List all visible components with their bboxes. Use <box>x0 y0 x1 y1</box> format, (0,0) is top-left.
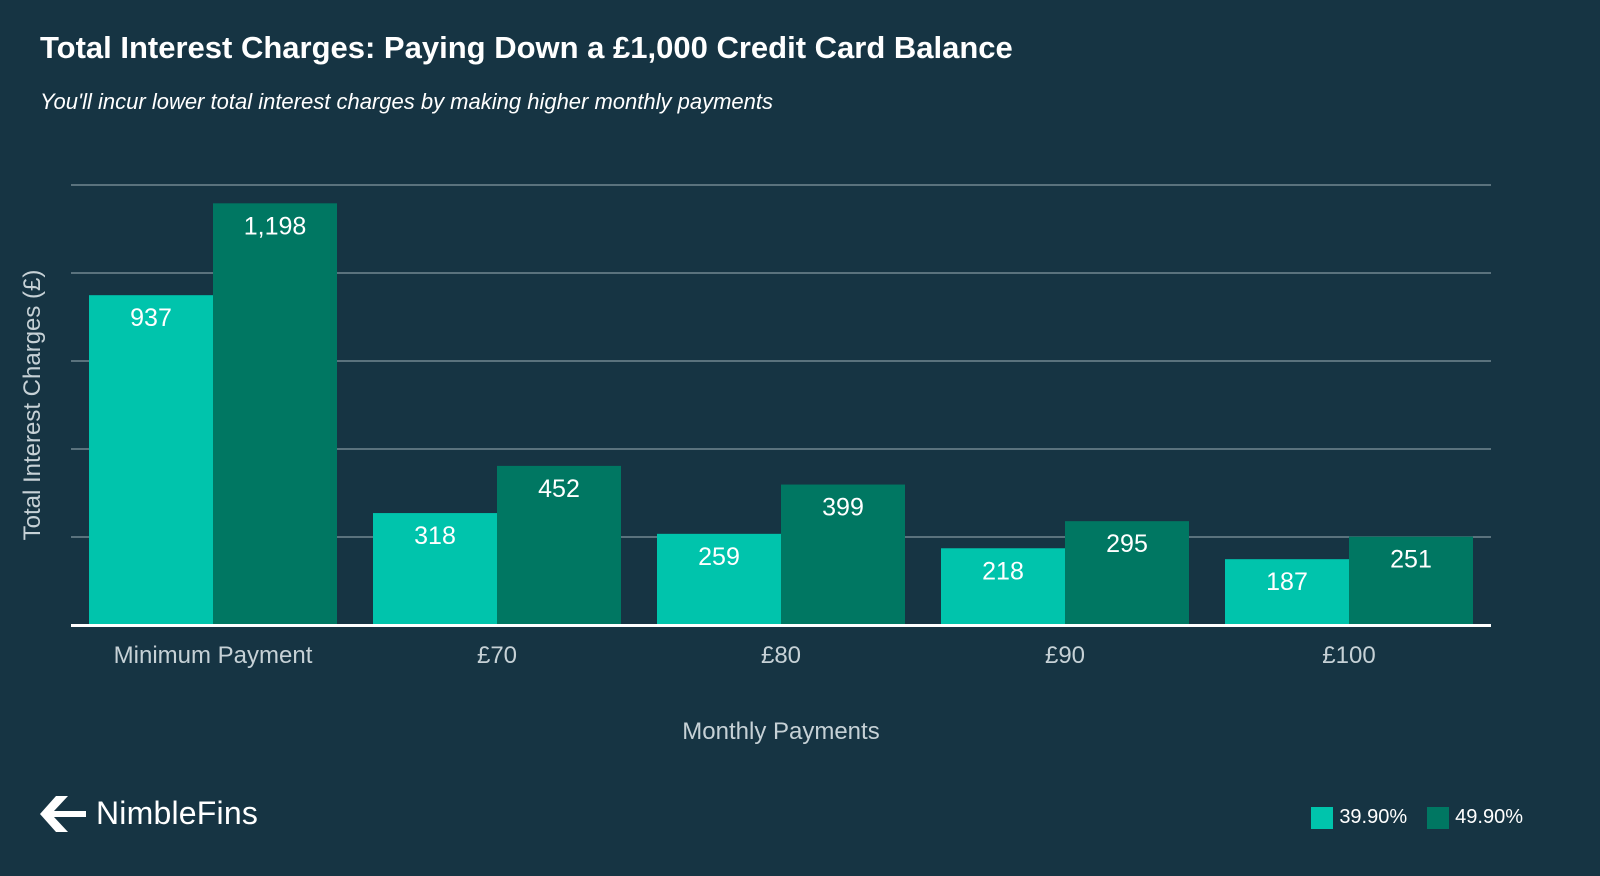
bar <box>1065 521 1189 625</box>
data-label: 937 <box>130 304 172 332</box>
chart-subtitle: You'll incur lower total interest charge… <box>40 89 774 114</box>
legend: 39.90% 49.90% <box>1311 806 1523 829</box>
data-label: 295 <box>1106 530 1148 558</box>
bar <box>89 295 213 625</box>
bar <box>213 203 337 625</box>
y-axis-title: Total Interest Charges (£) <box>19 270 46 541</box>
data-label: 218 <box>982 557 1024 585</box>
legend-item-39-90: 39.90% <box>1311 806 1407 829</box>
legend-swatch-49-90 <box>1427 806 1450 829</box>
x-tick-label: £70 <box>477 642 517 669</box>
bar <box>1349 536 1473 625</box>
brand: NimbleFins <box>40 795 258 832</box>
data-label: 452 <box>538 475 580 503</box>
bar <box>1225 559 1349 625</box>
chart-title: Total Interest Charges: Paying Down a £1… <box>40 30 1013 65</box>
x-tick-label: £90 <box>1045 642 1085 669</box>
bar <box>781 484 905 625</box>
legend-label-49-90: 49.90% <box>1455 806 1523 828</box>
data-label: 251 <box>1390 546 1432 574</box>
legend-label-39-90: 39.90% <box>1339 806 1408 828</box>
arrow-left-icon <box>40 795 86 832</box>
data-label: 187 <box>1266 568 1308 596</box>
bar <box>373 513 497 625</box>
data-label: 399 <box>822 494 864 522</box>
bar <box>657 533 781 625</box>
brand-name: NimbleFins <box>96 795 259 831</box>
data-label: 259 <box>698 543 740 571</box>
x-axis-title: Monthly Payments <box>682 718 879 745</box>
x-tick-label: £80 <box>761 642 801 669</box>
x-tick-label: £100 <box>1322 642 1375 669</box>
legend-swatch-39-90 <box>1311 806 1334 829</box>
bar <box>941 548 1065 625</box>
x-tick-label: Minimum Payment <box>114 642 313 669</box>
bar <box>497 465 621 625</box>
data-label: 1,198 <box>244 212 307 240</box>
data-label: 318 <box>414 522 456 550</box>
legend-item-49-90: 49.90% <box>1427 806 1523 829</box>
